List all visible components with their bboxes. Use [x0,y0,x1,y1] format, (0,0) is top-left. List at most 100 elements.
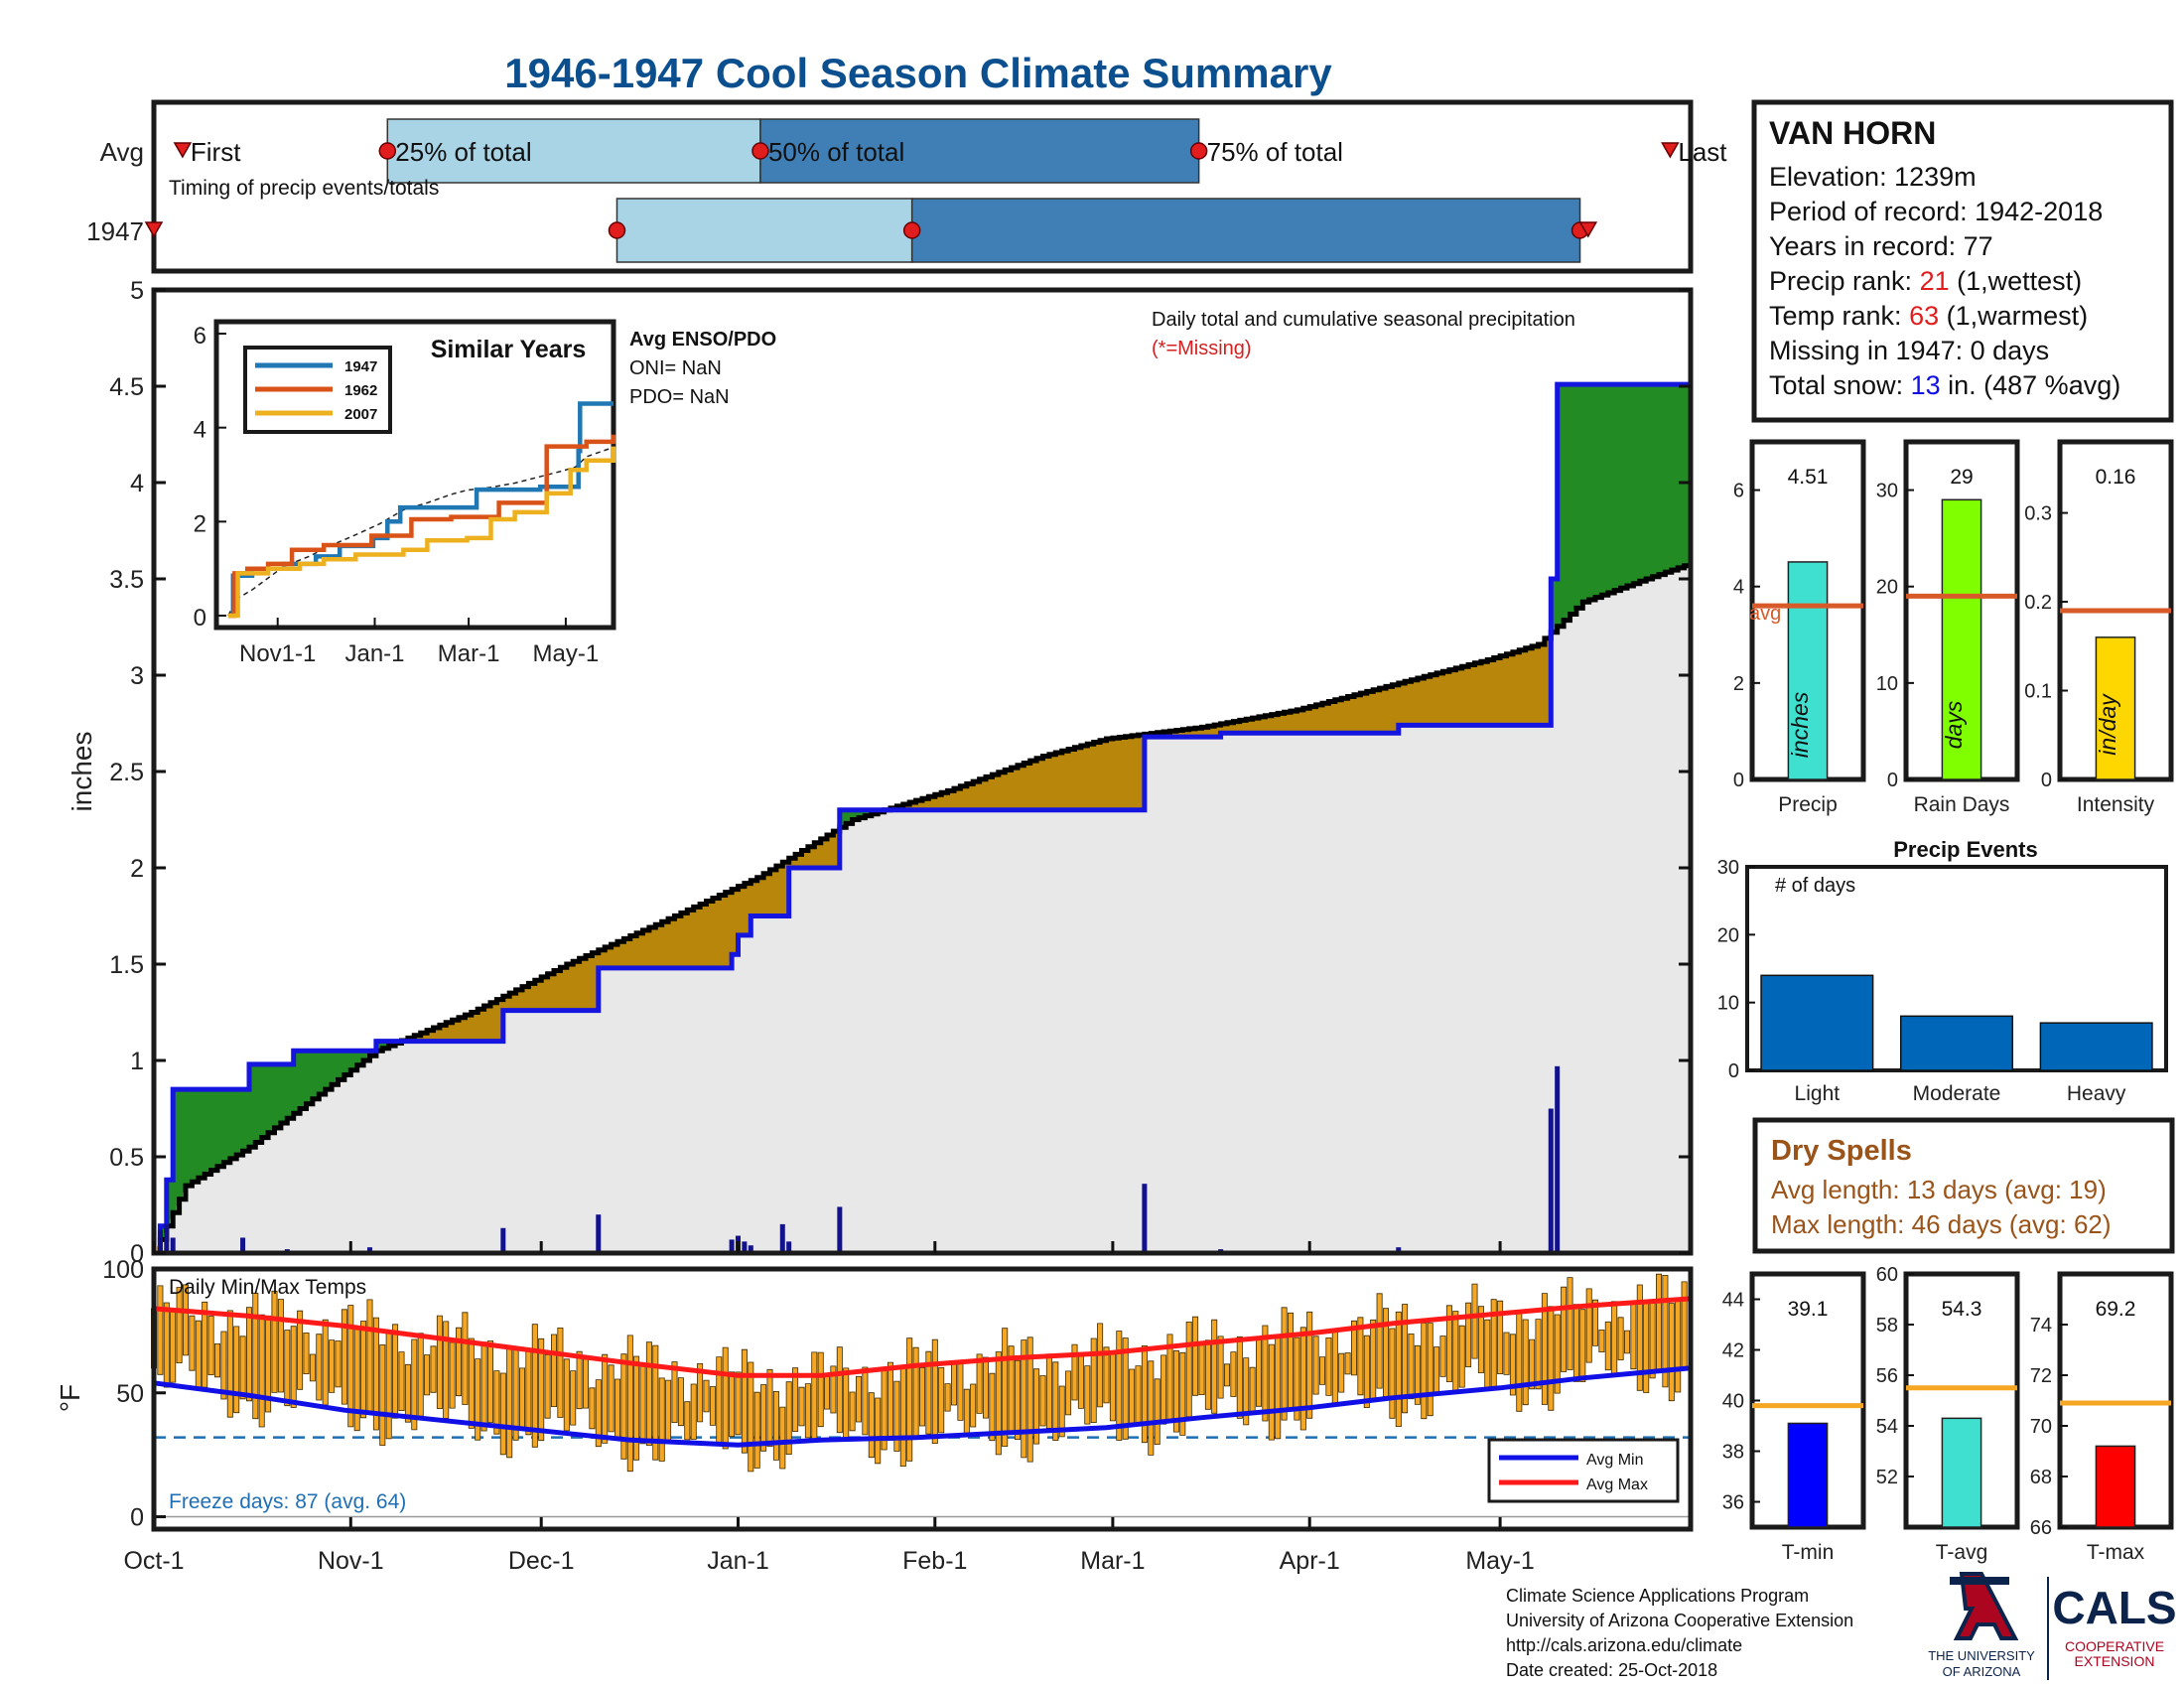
main-ytick-label-9: 4.5 [109,373,144,401]
rain-days-tick-label-1: 10 [1876,673,1898,695]
precip-events-chart: Precip Events # of days 0 10 20 30 Light Mode… [1717,837,2168,1105]
t-max-bar [2095,1445,2136,1528]
events-bar-light [1760,974,1874,1071]
timing-label-p75: 75% of total [1207,137,1343,167]
timing-bar-q1-y1947 [615,198,913,263]
inset-average-line [227,446,614,617]
intensity-unit-label: in/day [2095,693,2120,756]
daily-precip-bar-13 [779,1223,785,1253]
inset-ytick-label-0: 0 [194,605,206,632]
rain-days-unit-label: days [1941,700,1967,749]
timing-marker-y1947-1 [902,221,921,239]
t-max-axis-label: T-max [2087,1541,2145,1564]
timing-triangle-avg-0 [173,142,193,159]
intensity-tick-label-0: 0 [2041,770,2052,791]
station-temp-rank: Temp rank: 63 (1,warmest) [1769,301,2088,331]
timing-row-avg-label: Avg [100,137,144,167]
main-ytick-label-4: 2 [130,855,144,883]
events-ylabel: # of days [1775,875,1855,897]
events-bar-moderate [1899,1015,2014,1071]
missing-annotation: (*=Missing) [1152,338,1252,359]
precip-total-chart: 0 2 4 6 avg 4.51 inches Precip [1733,439,1866,816]
intensity-axis-label: Intensity [2077,793,2155,816]
intensity-tick-label-2: 0.2 [2024,592,2052,614]
t-avg-tick-label-0: 52 [1876,1467,1898,1488]
inset-ytick-label-3: 6 [194,323,206,350]
inset-title: Similar Years [431,336,587,363]
pdo-value: PDO= NaN [629,386,730,408]
t-avg-tick-label-3: 58 [1876,1315,1898,1336]
cumulative-1947-line [154,381,1691,1256]
temp-ytick-label-2: 100 [102,1256,144,1284]
ua-logo-line1: THE UNIVERSITY [1928,1648,2035,1663]
t-avg-tick-label-2: 56 [1876,1365,1898,1387]
events-bar-heavy [2039,1022,2153,1071]
inset-xtick-label-0: Nov1-1 [239,640,316,667]
timing-bar-q2-y1947 [910,198,1581,263]
precip-total-bar [1787,561,1829,780]
inset-legend-label-2007: 2007 [344,406,377,423]
timing-triangle-y1947-1 [1578,221,1598,238]
daily-precip-bar-4 [240,1237,246,1253]
enso-title: Avg ENSO/PDO [629,329,776,351]
cals-wordmark: CALS [2052,1582,2176,1633]
timing-bar-q2-avg [759,118,1200,184]
daily-precip-bar-6 [366,1247,372,1253]
main-ytick-label-1: 0.5 [109,1144,144,1172]
rain-days-tick-label-3: 30 [1876,481,1898,502]
timing-label-first: First [191,137,241,167]
rain-days-chart: 0 10 20 30 29 days Rain Days [1876,439,2020,816]
station-precip-rank: Precip rank: 21 (1,wettest) [1769,266,2082,296]
ua-logo-line2: OF ARIZONA [1943,1664,2021,1679]
t-min-bar [1787,1422,1829,1528]
t-avg-bar [1941,1417,1982,1528]
inset-legend-label-1962: 1962 [344,382,377,399]
xaxis-tick-label-6: Apr-1 [1280,1547,1340,1575]
inset-ytick-label-2: 4 [194,417,206,444]
station-snow: Total snow: 13 in. (487 %avg) [1769,370,2120,400]
temp-plot-frame [151,1266,1694,1532]
events-tick-label-1: 10 [1717,993,1739,1015]
daily-temp-bars [151,1273,1688,1473]
precip-total-tick-label-2: 4 [1733,577,1744,599]
main-ytick-label-10: 5 [130,277,144,305]
daily-precip-bar-8 [596,1214,602,1253]
oni-value: ONI= NaN [629,357,722,379]
t-max-value-label: 69.2 [2096,1298,2136,1321]
daily-precip-bar-16 [1142,1184,1148,1253]
station-elevation: Elevation: 1239m [1769,162,1977,192]
station-name: VAN HORN [1769,115,1936,151]
legend-min-label: Avg Min [1586,1452,1644,1469]
main-ytick-label-7: 3.5 [109,566,144,594]
ua-a-bar [1950,1577,2009,1585]
main-ytick-label-8: 4 [130,470,144,497]
daily-precip-bar-19 [1548,1108,1554,1253]
timing-bar-q1-avg [386,118,761,184]
inset-xtick-label-1: Jan-1 [344,640,404,667]
precip-annotation: Daily total and cumulative seasonal prec… [1152,309,1575,331]
t-max-tick-label-0: 66 [2030,1517,2052,1539]
t-min-tick-label-1: 38 [1722,1442,1744,1464]
footer-university: University of Arizona Cooperative Extens… [1506,1611,1853,1630]
events-label-light: Light [1795,1082,1841,1105]
daily-precip-bar-1 [157,1229,163,1253]
timing-label-last: Last [1678,137,1727,167]
events-title: Precip Events [1893,837,2038,862]
dry-spells-max: Max length: 46 days (avg: 62) [1771,1209,2112,1239]
dry-spells-frame [1752,1117,2175,1254]
t-min-tick-label-4: 44 [1722,1290,1744,1312]
timing-marker-avg-0 [378,142,397,160]
dry-spells-avg: Avg length: 13 days (avg: 19) [1771,1175,2107,1204]
rain-days-tick-label-2: 20 [1876,577,1898,599]
t-min-tick-label-2: 40 [1722,1391,1744,1413]
station-missing: Missing in 1947: 0 days [1769,336,2049,365]
station-info-box: VAN HORN Elevation: 1239m Period of reco… [1751,99,2174,423]
t-min-chart: 36 38 40 42 44 39.1 T-min [1722,1271,1866,1564]
precip-total-unit-label: inches [1787,691,1813,758]
main-ytick-label-3: 1.5 [109,951,144,979]
t-min-axis-label: T-min [1782,1541,1835,1564]
footer-date: Date created: 25-Oct-2018 [1506,1660,1717,1680]
inset-series-line-1962 [228,434,616,619]
intensity-tick-label-1: 0.1 [2024,681,2052,703]
temp-ylabel: °F [55,1384,85,1412]
